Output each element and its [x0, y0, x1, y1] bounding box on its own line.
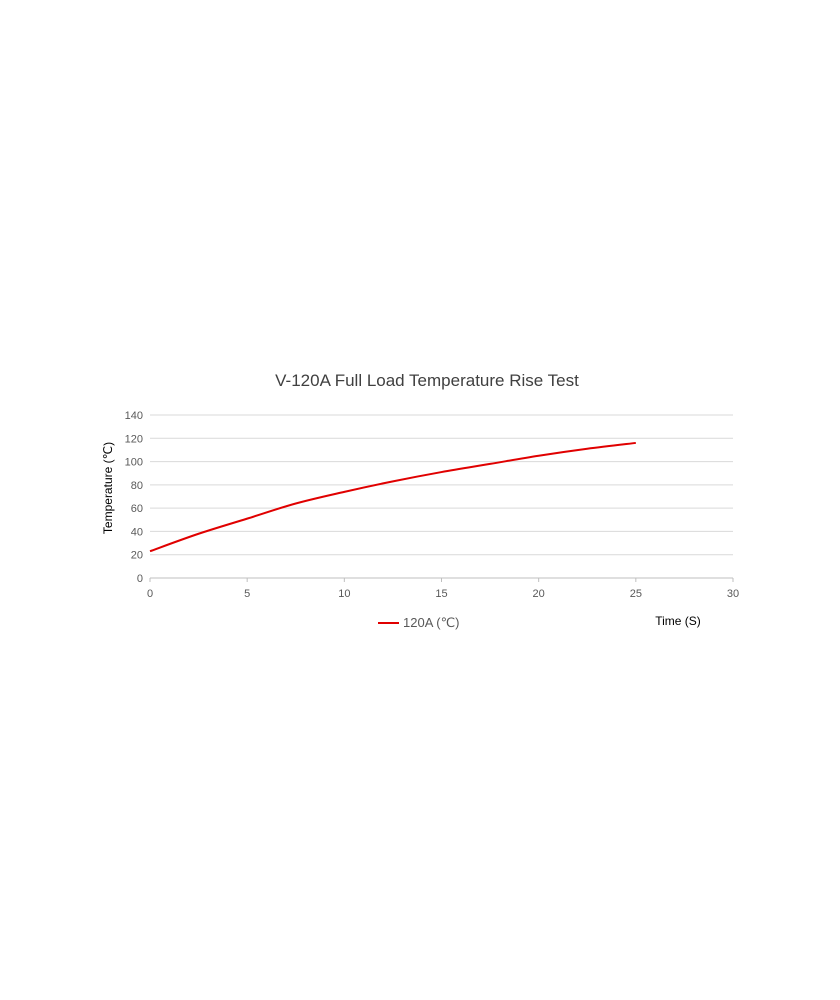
y-tick-label: 120	[125, 433, 143, 445]
x-axis-ticks: 0 5 10 15 20 25 30	[147, 578, 739, 600]
y-tick-label: 140	[125, 410, 143, 422]
series-point	[149, 550, 151, 552]
x-tick-label: 5	[244, 588, 250, 600]
series-point	[538, 455, 540, 457]
gridlines	[150, 414, 733, 579]
legend-label: 120A (℃)	[403, 615, 460, 630]
y-tick-label: 0	[137, 573, 143, 585]
x-tick-label: 0	[147, 588, 153, 600]
series-point	[441, 471, 443, 473]
series-point	[586, 448, 588, 450]
series-point	[198, 533, 200, 535]
y-tick-label: 40	[131, 526, 143, 538]
series-layer	[149, 441, 637, 553]
x-tick-label: 30	[727, 588, 739, 600]
x-tick-label: 25	[630, 588, 642, 600]
x-tick-label: 15	[435, 588, 447, 600]
series-point	[295, 502, 297, 504]
series-point	[246, 518, 248, 520]
y-tick-label: 100	[125, 457, 143, 469]
series-point	[392, 480, 394, 482]
series-point	[635, 442, 637, 444]
y-tick-label: 80	[131, 480, 143, 492]
x-tick-label: 20	[533, 588, 545, 600]
legend: 120A (℃)	[378, 615, 460, 630]
y-tick-label: 20	[131, 550, 143, 562]
x-axis-title: Time (S)	[655, 614, 701, 628]
y-axis-ticks: 0 20 40 60 80 100 120 140	[125, 410, 143, 585]
series-point	[489, 463, 491, 465]
y-tick-label: 60	[131, 503, 143, 515]
series-line-0	[149, 441, 636, 553]
series-point	[343, 491, 345, 493]
chart-title: V-120A Full Load Temperature Rise Test	[275, 371, 579, 390]
x-tick-label: 10	[338, 588, 350, 600]
y-axis-title: Temperature (℃)	[101, 442, 115, 534]
